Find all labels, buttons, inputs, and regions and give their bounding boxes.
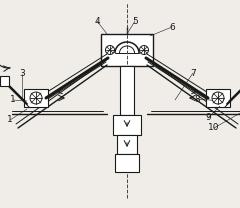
Text: 4: 4 xyxy=(94,16,100,26)
Text: 7: 7 xyxy=(190,68,196,78)
Text: 9: 9 xyxy=(205,114,211,123)
Bar xyxy=(0,76,9,86)
Text: 1: 1 xyxy=(10,95,16,104)
Bar xyxy=(206,89,230,107)
Circle shape xyxy=(30,92,42,104)
Circle shape xyxy=(212,92,224,104)
Text: 3: 3 xyxy=(19,69,25,78)
Bar xyxy=(115,154,139,172)
Bar xyxy=(117,135,137,154)
Circle shape xyxy=(106,46,114,54)
Text: 8: 8 xyxy=(194,94,200,104)
Bar xyxy=(101,34,153,66)
Circle shape xyxy=(139,46,149,54)
Bar xyxy=(120,66,134,115)
Bar xyxy=(113,115,141,135)
Text: 5: 5 xyxy=(132,16,138,26)
Bar xyxy=(24,89,48,107)
Text: 1: 1 xyxy=(7,115,13,125)
Text: 6: 6 xyxy=(169,22,175,31)
Text: 10: 10 xyxy=(208,124,220,132)
